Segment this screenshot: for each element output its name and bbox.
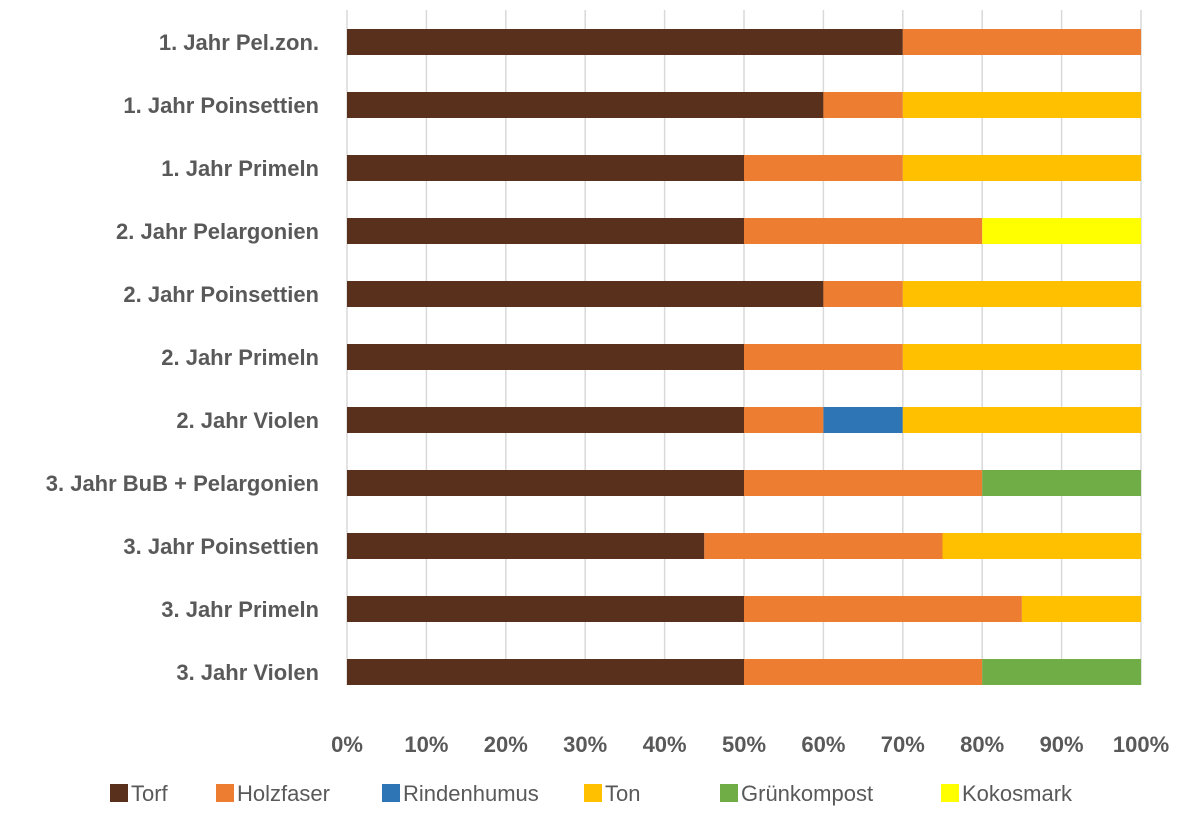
- bar-holzfaser-row-11: [744, 659, 983, 685]
- bar-torf-row-5: [347, 281, 824, 307]
- bar-holzfaser-row-7: [744, 407, 824, 433]
- bar-ton-row-7: [902, 407, 1141, 433]
- x-tick-label: 90%: [1040, 732, 1084, 757]
- legend-label-rindenhumus: Rindenhumus: [403, 781, 539, 806]
- x-tick-label: 80%: [960, 732, 1004, 757]
- category-label: 3. Jahr Poinsettien: [123, 534, 319, 559]
- bar-ton-row-9: [942, 533, 1141, 559]
- value-axis-tick-labels: 0% 10% 20% 30% 40% 50% 60% 70% 80% 90% 100%: [331, 732, 1169, 757]
- bar-torf-row-6: [347, 344, 744, 370]
- bar-torf-row-2: [347, 92, 824, 118]
- bar-torf-row-9: [347, 533, 705, 559]
- x-tick-label: 70%: [881, 732, 925, 757]
- bar-gruenkompost-row-11: [982, 659, 1141, 685]
- bar-holzfaser-row-3: [744, 155, 903, 181]
- x-tick-label: 10%: [404, 732, 448, 757]
- bar-holzfaser-row-4: [744, 218, 983, 244]
- bar-torf-row-7: [347, 407, 744, 433]
- bar-ton-row-3: [902, 155, 1141, 181]
- legend-label-holzfaser: Holzfaser: [237, 781, 330, 806]
- category-label: 3. Jahr Violen: [176, 660, 319, 685]
- bar-kokosmark-row-4: [982, 218, 1141, 244]
- category-label: 2. Jahr Pelargonien: [116, 219, 319, 244]
- bar-torf-row-8: [347, 470, 744, 496]
- x-tick-label: 100%: [1113, 732, 1169, 757]
- legend-swatch-ton: [584, 784, 602, 802]
- bar-ton-row-2: [902, 92, 1141, 118]
- category-axis-labels: 1. Jahr Pel.zon. 1. Jahr Poinsettien 1. Ja…: [46, 30, 319, 685]
- bar-torf-row-4: [347, 218, 744, 244]
- x-tick-label: 0%: [331, 732, 363, 757]
- bar-ton-row-6: [902, 344, 1141, 370]
- legend-label-gruenkompost: Grünkompost: [741, 781, 873, 806]
- bar-ton-row-10: [1021, 596, 1141, 622]
- bar-torf-row-1: [347, 29, 903, 55]
- legend: Torf Holzfaser Rindenhumus Ton Grünkompost Ko…: [110, 781, 1073, 806]
- bar-gruenkompost-row-8: [982, 470, 1141, 496]
- x-tick-label: 60%: [801, 732, 845, 757]
- legend-swatch-kokosmark: [941, 784, 959, 802]
- x-tick-label: 50%: [722, 732, 766, 757]
- bar-holzfaser-row-10: [744, 596, 1022, 622]
- legend-swatch-rindenhumus: [382, 784, 400, 802]
- bar-holzfaser-row-5: [823, 281, 903, 307]
- bar-holzfaser-row-9: [704, 533, 943, 559]
- legend-label-kokosmark: Kokosmark: [962, 781, 1073, 806]
- legend-label-ton: Ton: [605, 781, 640, 806]
- bar-holzfaser-row-1: [902, 29, 1141, 55]
- bar-torf-row-3: [347, 155, 744, 181]
- bar-ton-row-5: [902, 281, 1141, 307]
- bar-holzfaser-row-2: [823, 92, 903, 118]
- x-tick-label: 30%: [563, 732, 607, 757]
- category-label: 2. Jahr Poinsettien: [123, 282, 319, 307]
- category-label: 1. Jahr Poinsettien: [123, 93, 319, 118]
- category-label: 1. Jahr Pel.zon.: [159, 30, 319, 55]
- bar-torf-row-10: [347, 596, 744, 622]
- legend-swatch-gruenkompost: [720, 784, 738, 802]
- category-label: 3. Jahr Primeln: [161, 597, 319, 622]
- category-label: 2. Jahr Primeln: [161, 345, 319, 370]
- bar-holzfaser-row-8: [744, 470, 983, 496]
- x-tick-label: 20%: [484, 732, 528, 757]
- x-tick-label: 40%: [643, 732, 687, 757]
- legend-label-torf: Torf: [131, 781, 169, 806]
- legend-swatch-holzfaser: [216, 784, 234, 802]
- bar-rindenhumus-row-7: [823, 407, 903, 433]
- bar-torf-row-11: [347, 659, 744, 685]
- category-label: 2. Jahr Violen: [176, 408, 319, 433]
- legend-swatch-torf: [110, 784, 128, 802]
- category-label: 3. Jahr BuB + Pelargonien: [46, 471, 319, 496]
- bars: [347, 29, 1141, 685]
- bar-holzfaser-row-6: [744, 344, 903, 370]
- category-label: 1. Jahr Primeln: [161, 156, 319, 181]
